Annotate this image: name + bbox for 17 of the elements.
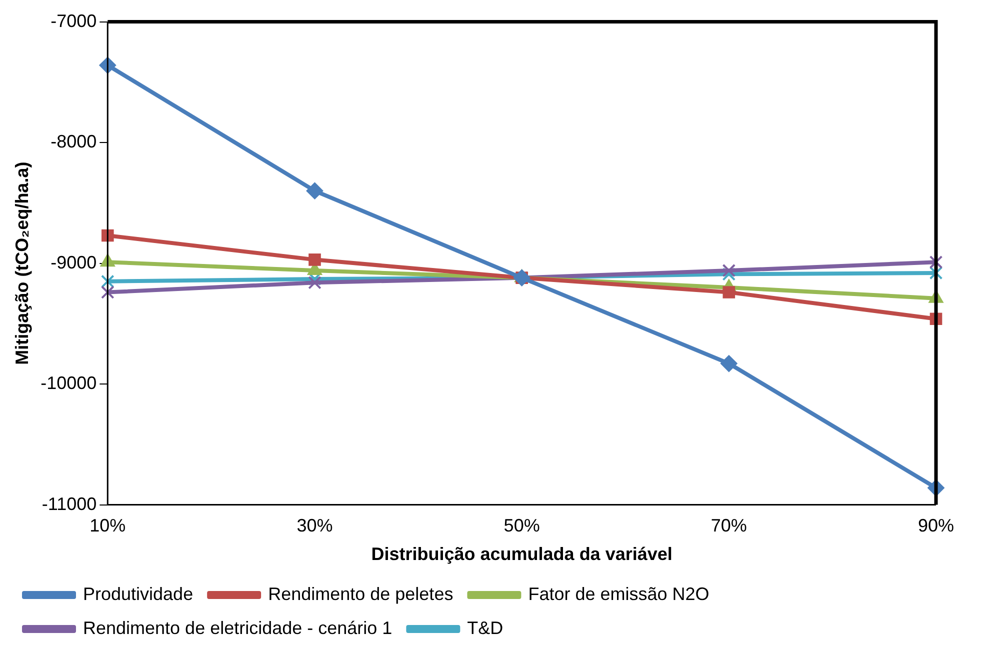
legend-label: Rendimento de peletes: [268, 584, 454, 604]
x-tick-label: 50%: [504, 516, 540, 536]
y-tick-label: -7000: [50, 10, 97, 31]
y-axis-title: Mitigação (tCO₂eq/ha.a): [12, 162, 32, 365]
x-tick-label: 10%: [90, 516, 126, 536]
x-tick-label: 90%: [918, 516, 954, 536]
legend-label: T&D: [467, 618, 504, 638]
x-axis-title: Distribuição acumulada da variável: [371, 544, 672, 564]
y-tick-label: -8000: [50, 132, 97, 152]
legend-label: Rendimento de eletricidade - cenário 1: [83, 618, 392, 638]
legend-label: Produtividade: [83, 584, 194, 604]
y-tick-label: -10000: [40, 373, 97, 394]
x-tick-label: 70%: [710, 516, 747, 536]
y-tick-label: -9000: [50, 252, 97, 272]
legend-label: Fator de emissão N2O: [528, 584, 710, 604]
y-tick-label: -11000: [42, 494, 97, 514]
x-tick-label: 30%: [296, 516, 333, 536]
